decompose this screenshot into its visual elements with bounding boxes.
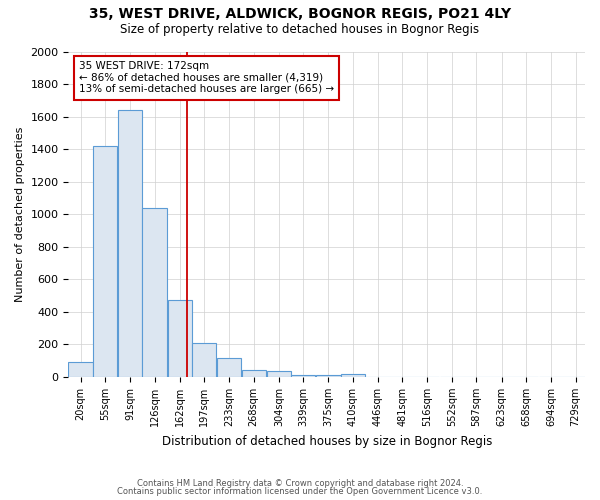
Y-axis label: Number of detached properties: Number of detached properties [15,126,25,302]
Bar [118,110,142,377]
Bar [316,375,341,377]
Bar [93,146,117,377]
X-axis label: Distribution of detached houses by size in Bognor Regis: Distribution of detached houses by size … [161,434,492,448]
Text: 35, WEST DRIVE, ALDWICK, BOGNOR REGIS, PO21 4LY: 35, WEST DRIVE, ALDWICK, BOGNOR REGIS, P… [89,8,511,22]
Text: Contains public sector information licensed under the Open Government Licence v3: Contains public sector information licen… [118,487,482,496]
Bar [267,371,291,377]
Bar [167,300,192,377]
Bar [242,370,266,377]
Text: Contains HM Land Registry data © Crown copyright and database right 2024.: Contains HM Land Registry data © Crown c… [137,478,463,488]
Bar [291,374,316,377]
Text: 35 WEST DRIVE: 172sqm
← 86% of detached houses are smaller (4,319)
13% of semi-d: 35 WEST DRIVE: 172sqm ← 86% of detached … [79,62,334,94]
Bar [217,358,241,377]
Text: Size of property relative to detached houses in Bognor Regis: Size of property relative to detached ho… [121,22,479,36]
Bar [341,374,365,377]
Bar [68,362,93,377]
Bar [142,208,167,377]
Bar [192,343,217,377]
